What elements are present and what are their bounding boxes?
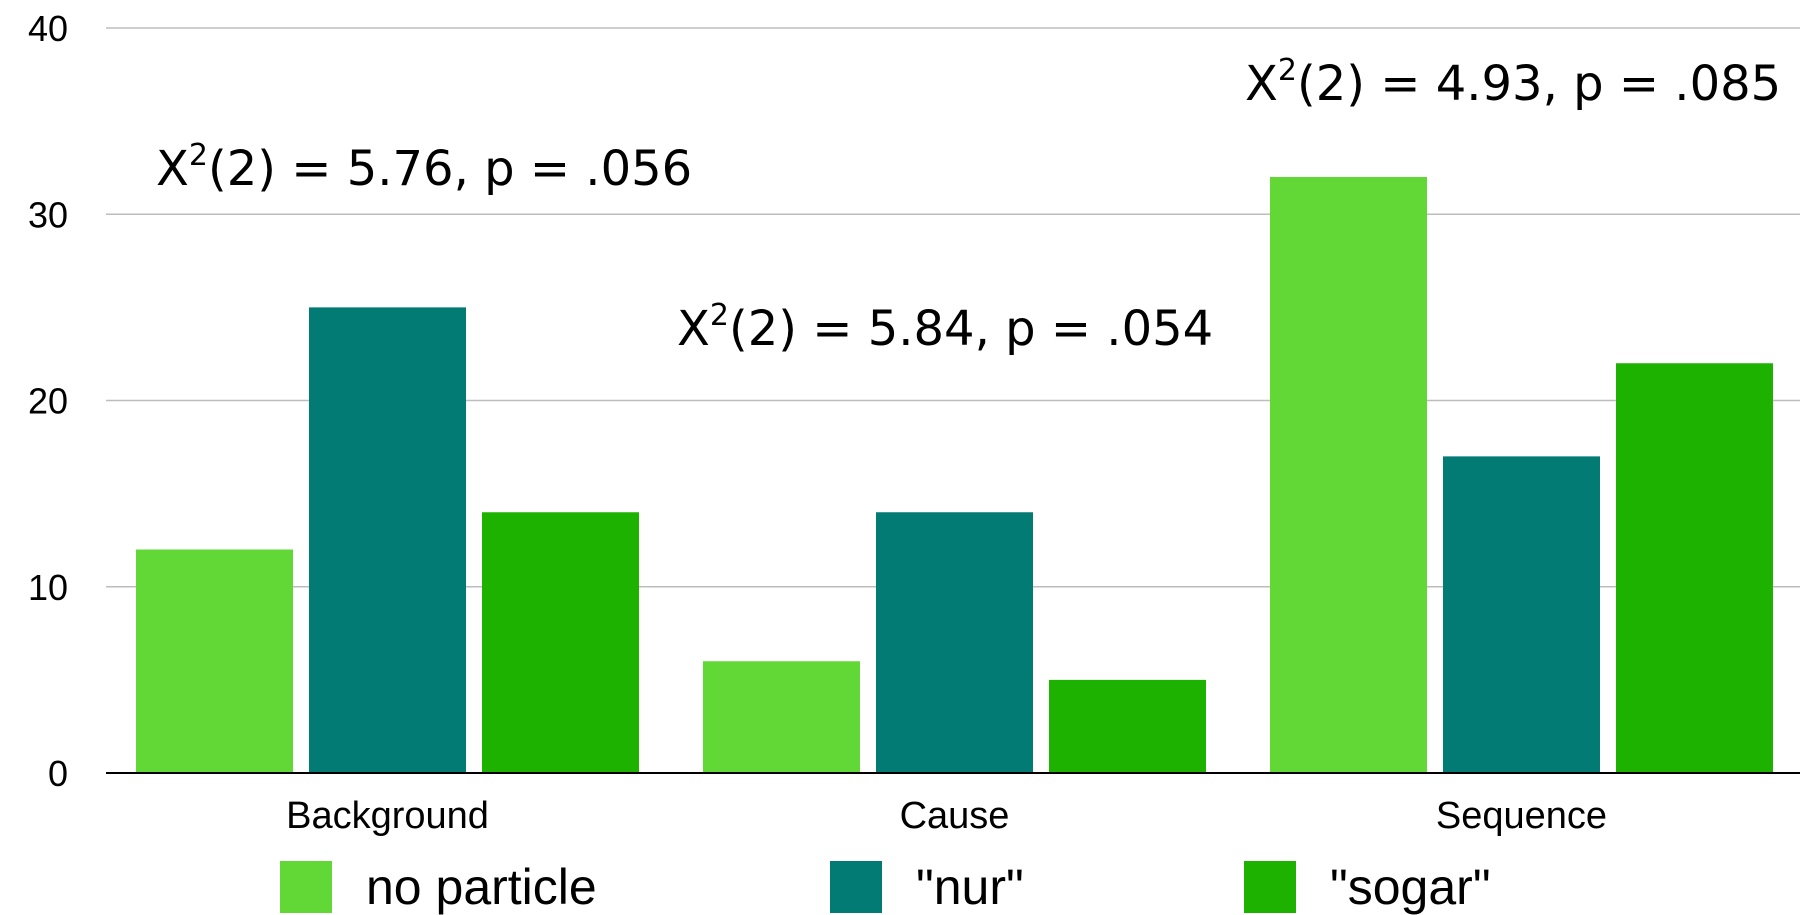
x-axis-categories: Background Cause Sequence [286, 795, 1607, 837]
bar [703, 661, 860, 773]
y-tick-label: 0 [48, 753, 68, 794]
y-tick-label: 10 [28, 567, 68, 608]
bar [1270, 177, 1427, 773]
chi-square-annotation: X2(2) = 5.84, p = .054 [677, 298, 1213, 357]
x-category-label: Background [286, 795, 489, 837]
legend-label: no particle [366, 859, 597, 915]
annotations: X2(2) = 5.76, p = .056 X2(2) = 5.84, p = … [156, 53, 1781, 357]
y-tick-label: 40 [28, 8, 68, 49]
bar [136, 549, 293, 773]
bar [1616, 363, 1773, 773]
chi-square-annotation: X2(2) = 5.76, p = .056 [156, 138, 692, 197]
legend-swatch [830, 861, 882, 913]
chi-square-annotation: X2(2) = 4.93, p = .085 [1245, 53, 1781, 112]
bar [1443, 456, 1600, 773]
legend-label: "nur" [916, 859, 1024, 915]
x-category-label: Sequence [1436, 795, 1607, 837]
legend-swatch [280, 861, 332, 913]
legend: no particle "nur" "sogar" [280, 859, 1491, 915]
bar [1049, 679, 1206, 773]
y-tick-label: 20 [28, 381, 68, 422]
bars [136, 177, 1773, 773]
y-axis-ticks: 0 10 20 30 40 [28, 8, 68, 794]
bar [482, 512, 639, 773]
y-tick-label: 30 [28, 194, 68, 235]
bar [876, 512, 1033, 773]
legend-swatch [1244, 861, 1296, 913]
x-category-label: Cause [900, 795, 1010, 837]
bar [309, 307, 466, 773]
legend-label: "sogar" [1330, 859, 1491, 915]
